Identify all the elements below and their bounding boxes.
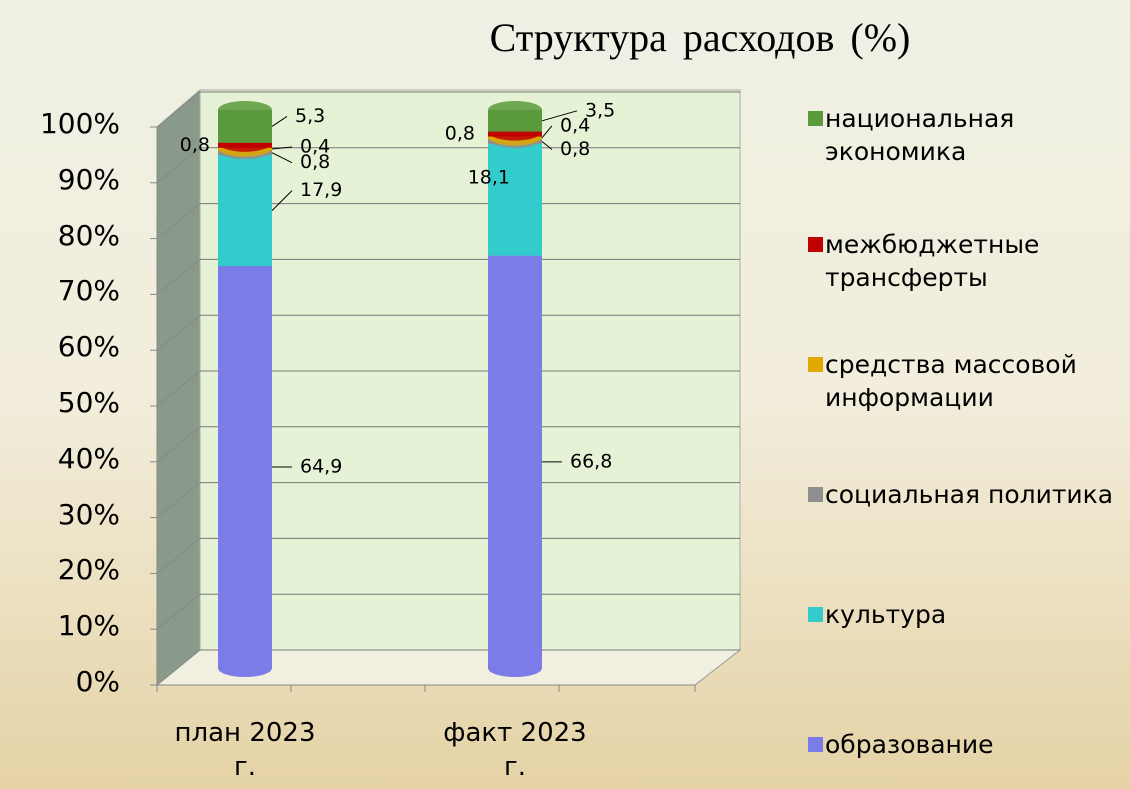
bar	[488, 143, 542, 256]
cylinder-cap	[218, 101, 272, 119]
y-tick-label: 40%	[57, 441, 120, 475]
x-tick-label: план 2023 г.	[174, 718, 316, 782]
leader-line	[541, 141, 553, 150]
grid-line	[156, 91, 201, 128]
leader-line	[271, 152, 293, 164]
y-tick-label: 20%	[57, 553, 120, 587]
grid-line	[156, 314, 201, 351]
legend-label: средства массовой информации	[825, 350, 1077, 412]
grid-line	[156, 426, 201, 463]
legend-swatch	[808, 111, 823, 126]
grid-line	[156, 203, 201, 239]
leader-line	[271, 115, 288, 127]
data-label: 0,8	[300, 151, 330, 173]
y-tick-label: 60%	[57, 330, 120, 364]
data-label: 3,5	[585, 99, 615, 121]
legend-swatch	[808, 737, 823, 752]
y-tick-label: 0%	[75, 665, 120, 698]
y-tick-label: 70%	[57, 274, 120, 308]
grid-line	[156, 370, 201, 407]
bar	[488, 255, 542, 669]
legend-label: национальная экономика	[825, 104, 1015, 166]
x-tick-label: факт 2023 г.	[443, 718, 587, 782]
y-tick-label: 30%	[57, 497, 120, 531]
data-label: 0,4	[300, 136, 330, 158]
legend-label: культура	[825, 600, 947, 629]
y-tick-label: 100%	[39, 107, 120, 140]
cylinder-cap	[488, 101, 542, 119]
data-label: 0,4	[560, 114, 590, 136]
grid-line	[156, 538, 201, 574]
legend-swatch	[808, 357, 823, 372]
bar	[218, 266, 272, 668]
legend-swatch	[808, 607, 823, 622]
data-label: 5,3	[295, 105, 325, 127]
data-label: 17,9	[300, 179, 342, 201]
chart-title: Структура расходов (%)	[489, 15, 911, 60]
legend-label: образование	[825, 730, 994, 759]
legend-label: социальная политика	[825, 480, 1114, 509]
bar	[218, 155, 272, 267]
back-wall	[199, 89, 741, 651]
side-wall	[156, 88, 201, 687]
legend-label: межбюджетные трансферты	[825, 230, 1040, 292]
data-label: 18,1	[468, 166, 510, 188]
legend-swatch	[808, 487, 823, 502]
data-label: 0,8	[445, 123, 475, 145]
grid-line	[156, 147, 201, 184]
leader-line	[271, 190, 293, 211]
y-tick-label: 50%	[57, 386, 120, 419]
y-tick-label: 10%	[57, 609, 120, 643]
data-label: 66,8	[570, 450, 612, 472]
grid-line	[156, 482, 201, 518]
grid-line	[156, 593, 201, 630]
grid-line	[156, 259, 201, 295]
leader-line	[271, 146, 293, 150]
y-tick-label: 90%	[57, 162, 120, 196]
legend-swatch	[808, 237, 823, 252]
data-label: 0,8	[180, 134, 210, 156]
grid-line	[156, 649, 201, 686]
data-label: 0,8	[560, 138, 590, 160]
leader-line	[541, 125, 553, 139]
leader-line	[541, 110, 578, 122]
data-label: 64,9	[300, 456, 342, 478]
y-tick-label: 80%	[57, 218, 120, 252]
